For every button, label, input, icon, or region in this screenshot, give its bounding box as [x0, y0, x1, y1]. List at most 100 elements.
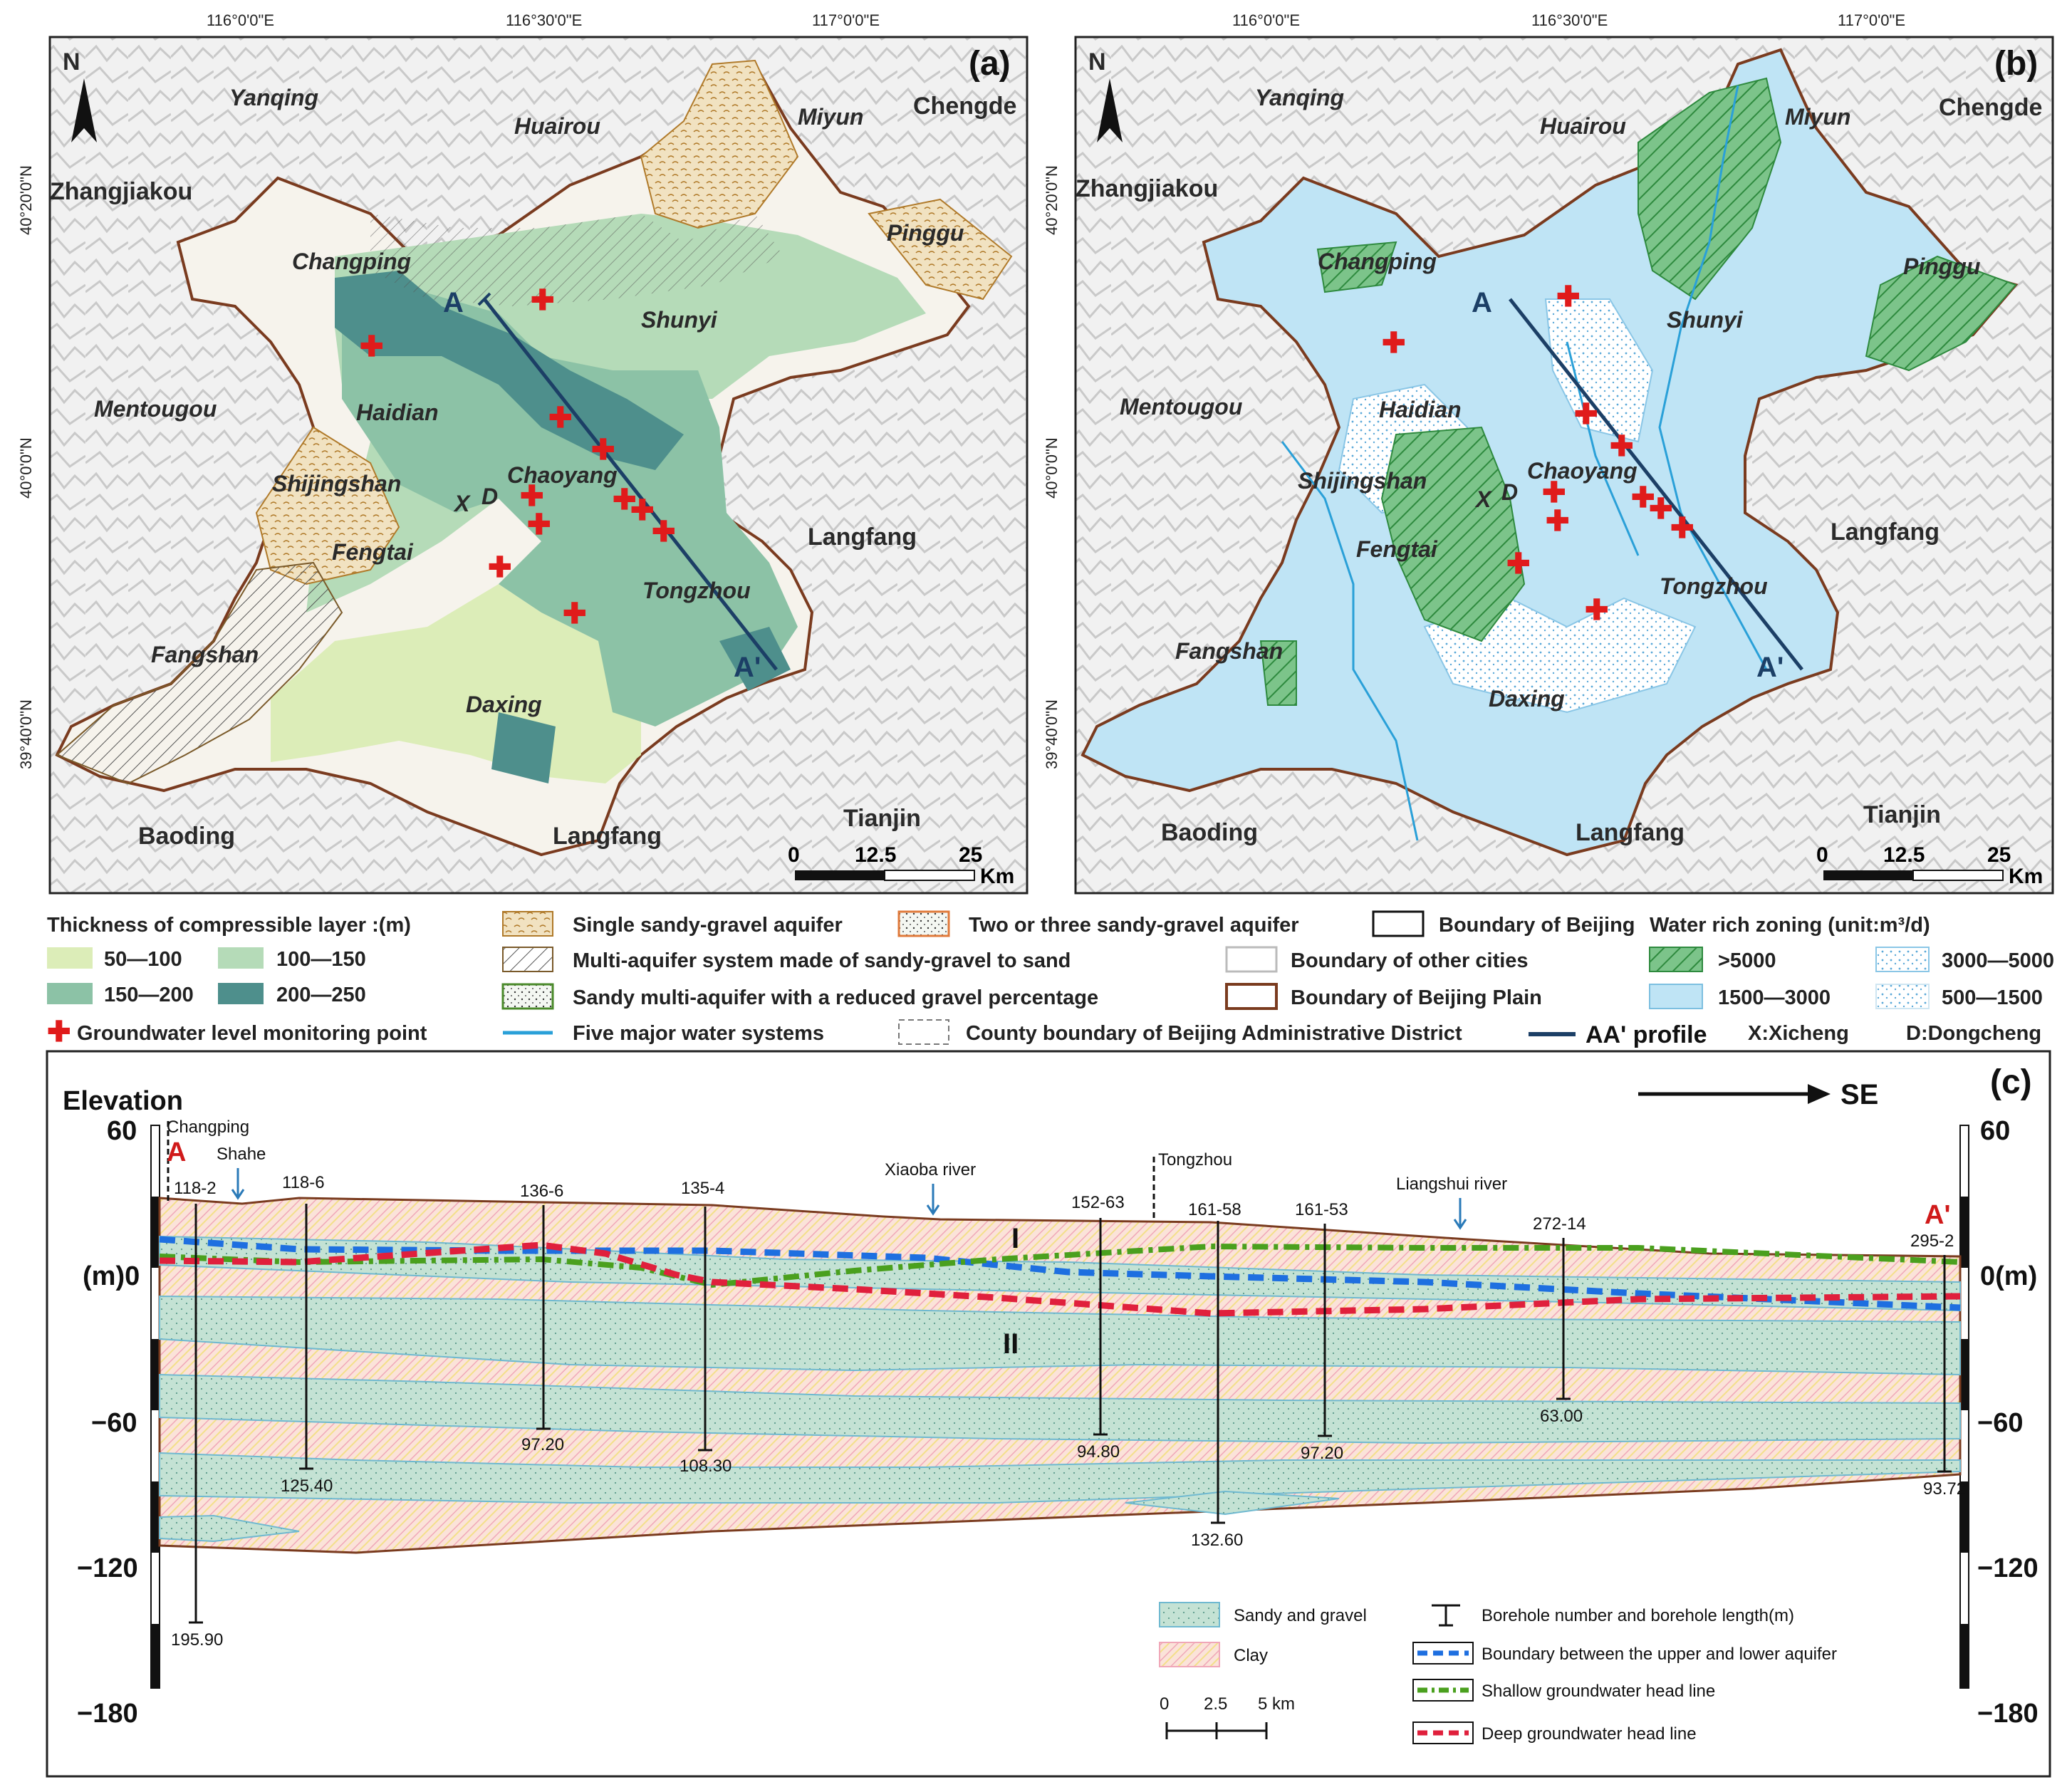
panel-a-map: ✚✚✚ ✚✚ ✚ ✚✚✚ ✚✚ N (a) 116°0'0"E 116°30'0"…: [17, 11, 1029, 895]
district-mentougou-b: Mentougou: [1120, 394, 1242, 420]
section-scale-0: 0: [1160, 1694, 1169, 1714]
profile-line-a: [483, 298, 778, 671]
district-daxing-b: Daxing: [1489, 686, 1565, 712]
district-yanqing: Yanqing: [229, 85, 318, 110]
panel-b-label: (b): [1994, 45, 2038, 83]
borehole-depth-9: 93.72: [1923, 1479, 1966, 1499]
water-rich-gt5000-north: [1638, 77, 1782, 301]
scale-bar-a: 0 12.5 25 Km: [788, 843, 1014, 888]
panel-b-map: ✚✚✚ ✚✚ ✚ ✚✚✚ ✚✚ N (b) 116°0'0"E 116°30'0"…: [1043, 11, 2054, 895]
thickness-zone-150-200: [342, 285, 798, 726]
district-shunyi-b: Shunyi: [1667, 307, 1744, 333]
district-changping: Changping: [292, 249, 411, 274]
svg-text:Km: Km: [980, 865, 1014, 888]
district-shijingshan-b: Shijingshan: [1298, 468, 1427, 494]
district-haidian-b: Haidian: [1379, 397, 1462, 422]
place-liangshui-river: Liangshui river: [1396, 1174, 1507, 1194]
profile-line-b: [1509, 298, 1803, 671]
legend-other-cities: Boundary of other cities: [1291, 949, 1529, 972]
svg-text:✚: ✚: [591, 434, 615, 466]
lat-tick-a-1: 40°20'0"N: [17, 165, 35, 235]
shahe-arrow-icon: [231, 1168, 245, 1200]
legend-sandy: Sandy multi-aquifer with a reduced grave…: [573, 986, 1098, 1009]
scale-bar-b: 0 12.5 25 Km: [1816, 843, 2043, 888]
shallow-head-line: [159, 1243, 1961, 1288]
district-fengtai: Fengtai: [332, 539, 414, 565]
legend-profile: AA' profile: [1586, 1021, 1707, 1048]
district-yanqing-b: Yanqing: [1255, 85, 1344, 110]
borehole-id-5: 152-63: [1071, 1193, 1125, 1212]
place-tongzhou: Tongzhou: [1158, 1150, 1232, 1170]
borehole-depth-6: 132.60: [1191, 1531, 1243, 1550]
borehole-id-7: 161-53: [1295, 1200, 1348, 1219]
legend-x-note: X:Xicheng: [1748, 1022, 1849, 1045]
legend-t1: 50—100: [104, 948, 182, 971]
dongcheng-mark: D: [481, 484, 498, 509]
direction-arrow-icon: [1808, 1084, 1831, 1104]
legend-rivers: Five major water systems: [573, 1022, 824, 1045]
lat-tick-b-1: 40°20'0"N: [1043, 165, 1061, 235]
legend-w1: >5000: [1718, 949, 1776, 972]
place-shahe: Shahe: [217, 1145, 266, 1164]
lat-tick-b-3: 39°40'0"N: [1043, 699, 1061, 769]
section-scale-5: 5 km: [1258, 1694, 1295, 1714]
city-tianjin-b: Tianjin: [1863, 801, 1941, 828]
lon-tick-a-1: 116°0'0"E: [207, 11, 274, 29]
single-gravel-east: [868, 198, 1013, 301]
svg-text:✚: ✚: [630, 495, 655, 526]
city-langfang-s-b: Langfang: [1576, 819, 1685, 846]
profile-a-end: A': [734, 652, 761, 683]
profile-b-start: A: [1472, 287, 1492, 318]
city-baoding: Baoding: [138, 823, 235, 850]
legend-two-three: Two or three sandy-gravel aquifer: [969, 914, 1299, 937]
y-tick-left-m120: −120: [77, 1553, 138, 1583]
city-zhangjiakou-b: Zhangjiakou: [1076, 175, 1218, 202]
district-mentougou: Mentougou: [94, 396, 217, 422]
borehole-depth-2: 125.40: [281, 1476, 333, 1496]
district-tongzhou: Tongzhou: [642, 578, 751, 603]
legend-w4: 500—1500: [1942, 986, 2043, 1009]
place-changping: Changping: [167, 1118, 249, 1137]
lat-tick-a-3: 39°40'0"N: [17, 699, 35, 769]
single-gravel-north: [640, 59, 799, 229]
svg-text:✚: ✚: [1574, 399, 1598, 430]
svg-text:✚: ✚: [563, 598, 587, 630]
section-scale-25: 2.5: [1204, 1694, 1227, 1714]
thickness-zone-200-250-south: [491, 627, 791, 783]
svg-text:12.5: 12.5: [1883, 843, 1925, 867]
liangshui-arrow-icon: [1453, 1198, 1467, 1230]
svg-text:✚: ✚: [1506, 548, 1531, 580]
borehole-id-4: 135-4: [681, 1179, 724, 1198]
district-miyun: Miyun: [798, 104, 863, 130]
lon-tick-b-3: 117°0'0"E: [1838, 11, 1905, 29]
y-tick-right-m60: −60: [1977, 1408, 2023, 1438]
y-tick-right-60: 60: [1980, 1116, 2010, 1146]
section-end-a: A: [167, 1137, 186, 1167]
legend-water-title: Water rich zoning (unit:m³/d): [1650, 914, 1930, 937]
left-axis-bar: [150, 1125, 160, 1689]
north-label-b: N: [1088, 48, 1106, 75]
sand-layer-4: [159, 1452, 1961, 1504]
monitor-cross-icon: ✚: [47, 1016, 71, 1048]
borehole-depth-1: 195.90: [171, 1630, 223, 1650]
svg-text:✚: ✚: [613, 484, 637, 516]
xiaoba-arrow-icon: [926, 1184, 940, 1216]
district-chaoyang-b: Chaoyang: [1527, 458, 1638, 484]
section-legend-deep: Deep groundwater head line: [1482, 1724, 1697, 1744]
district-changping-b: Changping: [1318, 249, 1437, 274]
district-fangshan: Fangshan: [151, 642, 259, 667]
multi-aquifer-hatch-n: [370, 214, 783, 306]
north-arrow-icon: [71, 78, 97, 142]
city-chengde-b: Chengde: [1939, 94, 2042, 121]
water-rich-500-1500-b: [1544, 298, 1654, 443]
section-scale-bar: [1165, 1722, 1268, 1739]
svg-text:✚: ✚: [548, 402, 573, 434]
borehole-id-9: 295-2: [1910, 1231, 1954, 1251]
section-legend-clay: Clay: [1234, 1646, 1268, 1665]
panel-c-label: (c): [1990, 1063, 2032, 1101]
legend-monitor: Groundwater level monitoring point: [77, 1022, 427, 1045]
svg-text:25: 25: [959, 843, 982, 867]
xicheng-mark: X: [453, 491, 471, 516]
borehole-depth-8: 63.00: [1540, 1407, 1583, 1426]
